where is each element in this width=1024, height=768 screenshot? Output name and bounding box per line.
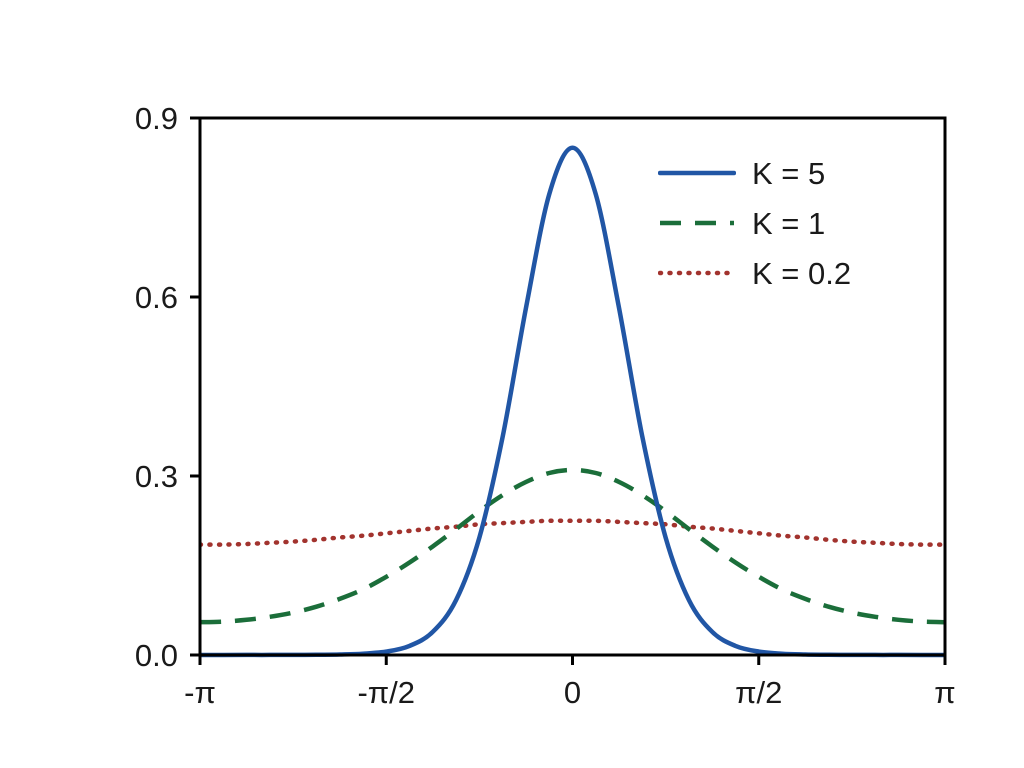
legend: K = 5 K = 1 K = 0.2: [658, 148, 851, 298]
x-tick-label: 0: [564, 675, 581, 710]
curve-k=0.2: [199, 518, 946, 547]
y-tick-label: 0.3: [135, 459, 178, 494]
legend-label-k1: K = 1: [752, 205, 826, 241]
curve-k=1: [199, 467, 946, 625]
x-tick-label: π/2: [735, 675, 782, 710]
legend-line-k02-icon: [658, 270, 736, 276]
legend-entry-k1: K = 1: [658, 198, 851, 248]
y-tick-label: 0.0: [135, 638, 178, 673]
legend-label-k5: K = 5: [752, 155, 826, 191]
x-tick-label: -π/2: [357, 675, 415, 710]
legend-entry-k5: K = 5: [658, 148, 851, 198]
legend-entry-k02: K = 0.2: [658, 248, 851, 298]
tick-marks: [190, 116, 947, 665]
legend-line-k5-icon: [658, 170, 736, 176]
x-tick-label: -π: [184, 675, 216, 710]
tick-labels: -π -π/2 0 π/2 π 0.0 0.3 0.6 0.9: [135, 101, 956, 710]
y-tick-label: 0.9: [135, 101, 178, 136]
x-tick-label: π: [934, 675, 955, 710]
legend-line-k1-icon: [660, 220, 734, 226]
y-tick-label: 0.6: [135, 280, 178, 315]
legend-label-k02: K = 0.2: [752, 255, 852, 291]
